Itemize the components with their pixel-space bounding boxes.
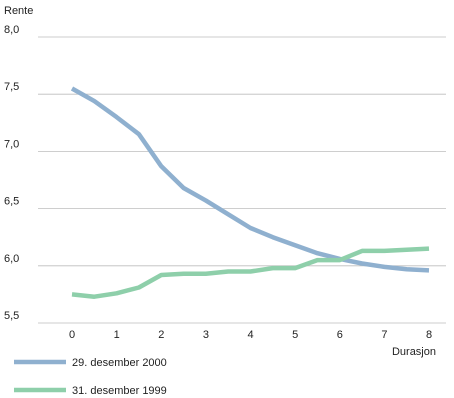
y-tick-label: 8,0 — [4, 24, 19, 36]
series-line-2 — [71, 246, 430, 299]
legend-label: 29. desember 2000 — [72, 357, 167, 369]
y-tick-label: 6,5 — [4, 196, 19, 208]
x-tick-label: 3 — [203, 329, 209, 341]
legend-label: 31. desember 1999 — [72, 385, 167, 397]
x-tick-label: 8 — [426, 329, 432, 341]
y-axis-ticks: 8,0 7,5 7,0 6,5 6,0 5,5 — [4, 24, 19, 322]
x-tick-label: 5 — [292, 329, 298, 341]
legend: 29. desember 2000 31. desember 1999 — [14, 357, 167, 397]
y-tick-label: 5,5 — [4, 310, 19, 322]
y-tick-label: 7,0 — [4, 138, 19, 150]
y-axis-title: Rente — [4, 5, 33, 17]
series-line-1 — [70, 86, 430, 273]
x-tick-label: 4 — [247, 329, 253, 341]
x-tick-label: 6 — [337, 329, 343, 341]
series-lines — [70, 86, 430, 299]
y-tick-label: 7,5 — [4, 81, 19, 93]
x-tick-label: 2 — [158, 329, 164, 341]
x-tick-label: 7 — [381, 329, 387, 341]
x-axis-ticks: 0 1 2 3 4 5 6 7 8 — [69, 329, 432, 341]
y-tick-label: 6,0 — [4, 253, 19, 265]
x-axis-title: Durasjon — [392, 346, 436, 358]
x-tick-label: 1 — [114, 329, 120, 341]
grid — [38, 36, 446, 324]
x-tick-label: 0 — [69, 329, 75, 341]
